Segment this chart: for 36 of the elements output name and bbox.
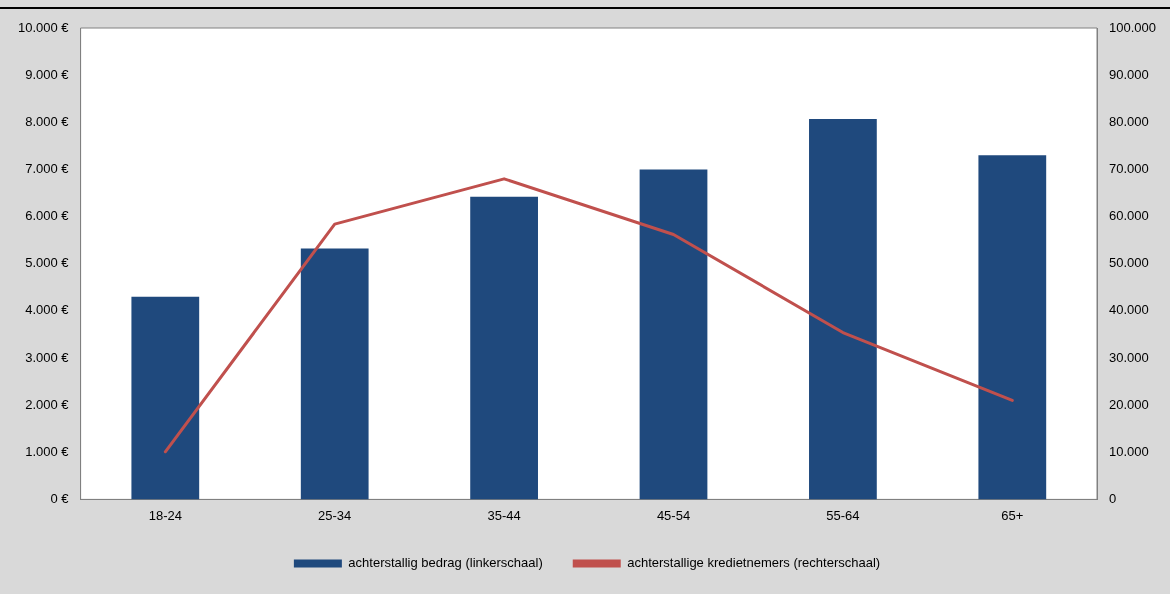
y2-tick-label: 100.000 xyxy=(1109,19,1157,35)
y-tick-label: 4.000 € xyxy=(25,302,70,318)
y2-tick-label: 60.000 xyxy=(1109,208,1149,224)
bar xyxy=(470,196,538,500)
y2-tick-label: 0 xyxy=(1109,490,1117,506)
bar xyxy=(639,169,708,500)
bar xyxy=(300,248,369,500)
y-tick-label: 1.000 € xyxy=(25,443,70,459)
y2-tick-label: 10.000 xyxy=(1109,443,1149,459)
x-tick-label: 65+ xyxy=(1001,507,1024,523)
y-tick-label: 6.000 € xyxy=(25,208,70,224)
x-tick-label: 55-64 xyxy=(826,507,860,523)
y-tick-label: 0 € xyxy=(50,490,70,506)
y2-tick-label: 50.000 xyxy=(1109,255,1149,271)
bar xyxy=(809,118,877,500)
y-tick-label: 8.000 € xyxy=(25,113,70,129)
legend-label: achterstallig bedrag (linkerschaal) xyxy=(348,555,543,571)
y2-tick-label: 30.000 xyxy=(1109,349,1149,365)
x-tick-label: 18-24 xyxy=(148,507,182,523)
y-tick-label: 2.000 € xyxy=(25,396,70,412)
y2-tick-label: 20.000 xyxy=(1109,396,1149,412)
bar xyxy=(131,296,200,500)
y-tick-label: 5.000 € xyxy=(25,255,70,271)
y-tick-label: 10.000 € xyxy=(17,19,70,35)
x-tick-label: 35-44 xyxy=(487,507,521,523)
y-tick-label: 7.000 € xyxy=(25,161,70,176)
x-tick-label: 45-54 xyxy=(656,507,691,523)
y-tick-label: 3.000 € xyxy=(25,349,70,365)
y2-tick-label: 70.000 xyxy=(1109,161,1149,176)
bar xyxy=(978,155,1047,500)
x-tick-label: 25-34 xyxy=(318,507,352,523)
y-tick-label: 9.000 € xyxy=(25,66,70,82)
y2-tick-label: 80.000 xyxy=(1109,113,1149,129)
legend-label: achterstallige kredietnemers (rechterschaal) xyxy=(627,555,881,571)
y2-tick-label: 40.000 xyxy=(1109,302,1149,318)
y2-tick-label: 90.000 xyxy=(1109,66,1149,82)
